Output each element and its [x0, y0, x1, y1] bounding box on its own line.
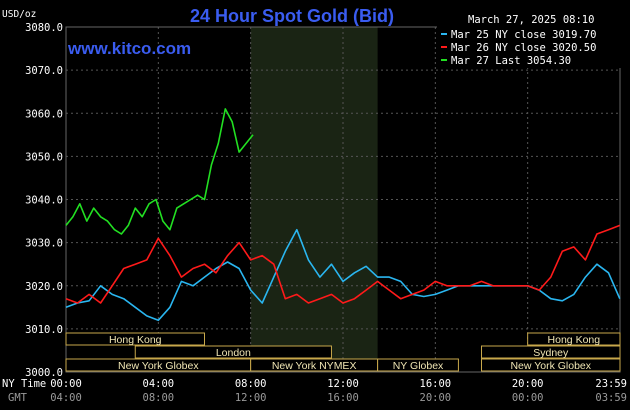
legend-entry-2: Mar 27 Last 3054.30: [451, 55, 571, 67]
legend-swatch-2: [441, 59, 447, 61]
legend-background: [437, 26, 621, 68]
x-tick-ny: 23:59: [595, 378, 627, 390]
series-line-2: [65, 108, 254, 235]
y-tick-label: 3050.0: [25, 151, 63, 163]
x-tick-ny: 00:00: [50, 378, 82, 390]
market-session-label: New York Globex: [118, 360, 199, 372]
market-session-box: [481, 358, 621, 372]
y-tick-label: 3000.0: [25, 367, 63, 379]
x-tick-ny: 16:00: [420, 378, 452, 390]
x-tick-gmt: 20:00: [420, 392, 452, 404]
x-tick-ny: 08:00: [235, 378, 267, 390]
x-tick-gmt: 00:00: [512, 392, 544, 404]
x-tick-gmt: 04:00: [50, 392, 82, 404]
series-line-1: [65, 224, 621, 304]
x-tick-ny: 12:00: [327, 378, 359, 390]
x-axis-gmt-label: GMT: [8, 392, 28, 404]
market-session-label: Hong Kong: [109, 334, 162, 346]
site-watermark: www.kitco.com: [67, 39, 191, 58]
market-session-label: New York NYMEX: [272, 360, 357, 372]
market-session-label: London: [216, 347, 251, 359]
x-tick-ny: 04:00: [143, 378, 175, 390]
y-tick-label: 3040.0: [25, 195, 63, 207]
market-session-label: New York Globex: [510, 360, 591, 372]
y-tick-label: 3010.0: [25, 324, 63, 336]
market-session-box: [377, 358, 459, 372]
x-tick-gmt: 16:00: [327, 392, 359, 404]
legend-swatch-1: [441, 46, 447, 48]
market-session-box: [527, 332, 621, 346]
y-tick-label: 3020.0: [25, 281, 63, 293]
legend-entry-1: Mar 26 NY close 3020.50: [451, 42, 596, 54]
market-session-label: Hong Kong: [548, 334, 601, 346]
y-tick-label: 3070.0: [25, 65, 63, 77]
x-tick-gmt: 03:59: [595, 392, 627, 404]
y-tick-label: 3080.0: [25, 22, 63, 34]
market-session-label: NY Globex: [393, 360, 444, 372]
y-tick-label: 3060.0: [25, 108, 63, 120]
market-session-box: [134, 345, 332, 359]
legend: Mar 25 NY close 3019.70 Mar 26 NY close …: [437, 26, 621, 68]
plot-border: [65, 26, 621, 373]
legend-swatch-0: [441, 33, 447, 35]
x-axis-ticks: 00:00 04:00 04:00 08:00 08:00 12:00 12:00 16:00…: [50, 378, 627, 404]
unit-label: USD/oz: [2, 9, 36, 20]
market-sessions: Hong Kong London New York Globex New York N…: [65, 332, 621, 372]
x-tick-ny: 20:00: [512, 378, 544, 390]
y-axis-ticks: 3080.0 3070.0 3060.0 3050.0 3040.0 3030.0 3020…: [25, 22, 63, 379]
market-session-box: [65, 332, 205, 346]
legend-entry-0: Mar 25 NY close 3019.70: [451, 29, 596, 41]
chart-title: 24 Hour Spot Gold (Bid): [190, 6, 394, 26]
x-tick-gmt: 08:00: [143, 392, 175, 404]
x-tick-gmt: 12:00: [235, 392, 267, 404]
y-tick-label: 3030.0: [25, 238, 63, 250]
market-session-label: Sydney: [533, 347, 569, 359]
nymex-session-shade: [250, 27, 378, 372]
series-layer: [65, 108, 621, 322]
timestamp: March 27, 2025 08:10: [468, 14, 594, 26]
x-axis-ny-label: NY Time: [2, 378, 46, 390]
market-session-box: [481, 345, 621, 359]
